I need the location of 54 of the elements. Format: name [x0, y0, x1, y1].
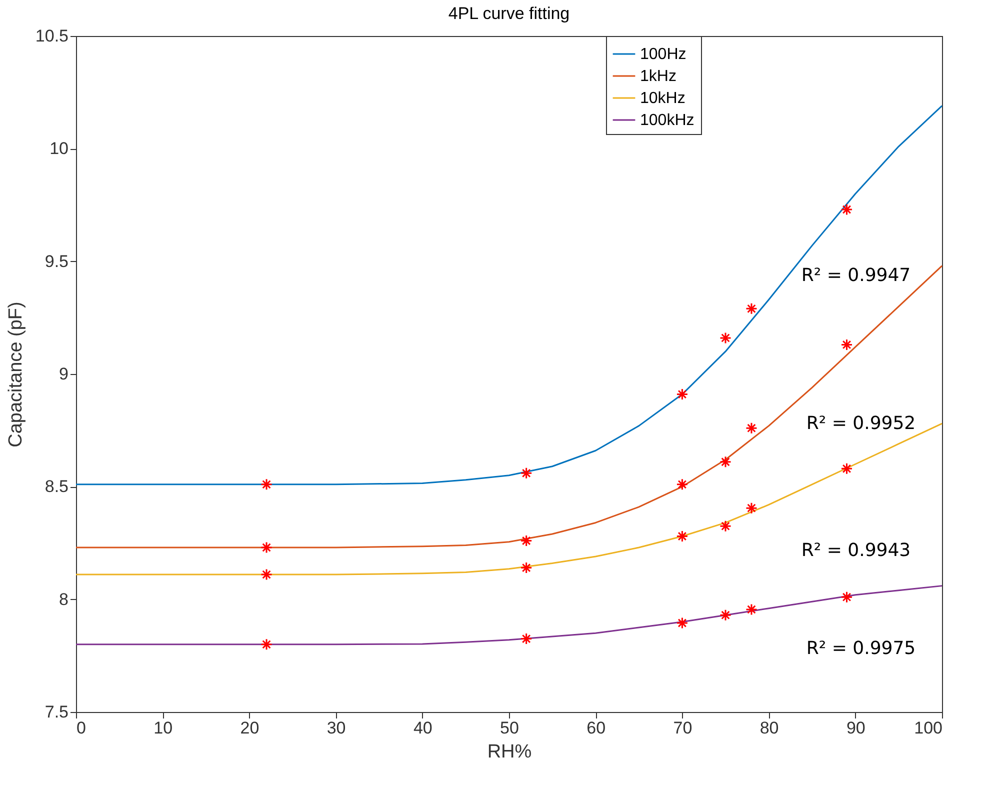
point [676, 388, 688, 400]
line-series [75, 105, 943, 486]
y-tick-label: 9.5 [44, 252, 68, 271]
point [260, 568, 273, 581]
legend-label: 10kHz [640, 90, 686, 107]
y-tick-label: 10 [50, 139, 68, 158]
point [745, 302, 758, 315]
point [260, 542, 273, 554]
x-tick-label: 80 [760, 718, 779, 738]
point [520, 534, 532, 547]
x-tick-label: 0 [76, 718, 86, 738]
annotation: R² = 0.9975 [806, 638, 916, 659]
y-tick-label: 9 [59, 364, 68, 384]
legend-label: 100kHz [640, 112, 694, 129]
point [745, 422, 758, 434]
y-tick-label: 7.5 [44, 702, 68, 722]
point [840, 462, 853, 475]
point [720, 456, 732, 468]
point [520, 467, 532, 480]
legend-label: 100Hz [640, 46, 686, 63]
point [260, 478, 273, 490]
x-axis-title: RH% [487, 742, 532, 762]
x-tick-label: 50 [500, 718, 519, 738]
x-tick-label: 60 [586, 718, 606, 738]
point [520, 632, 532, 645]
legend-label: 1kHz [640, 68, 676, 85]
point [676, 530, 688, 542]
y-tick-label: 8.5 [44, 477, 68, 496]
point [840, 591, 853, 604]
point [720, 332, 732, 344]
point [840, 338, 853, 351]
x-tick-label: 30 [326, 718, 346, 738]
chart-title: 4PL curve fitting [448, 4, 570, 23]
point [676, 617, 688, 629]
point [676, 478, 688, 490]
point [745, 502, 758, 514]
x-tick-label: 100 [914, 718, 942, 738]
point [840, 204, 853, 216]
x-tick-label: 40 [413, 718, 432, 738]
x-tick-label: 70 [673, 718, 692, 738]
point [260, 638, 273, 650]
annotation: R² = 0.9943 [801, 540, 911, 561]
y-tick-label: 8 [59, 590, 68, 609]
y-tick-label: 10.5 [35, 26, 68, 46]
point [745, 603, 758, 616]
annotation: R² = 0.9952 [806, 413, 916, 434]
x-tick-label: 20 [240, 718, 260, 738]
x-tick-label: 10 [154, 718, 173, 738]
x-tick-label: 90 [846, 718, 866, 738]
point [720, 520, 732, 532]
y-axis-title: Capacitance (pF) [5, 302, 26, 448]
point [720, 609, 732, 622]
annotation: R² = 0.9947 [801, 265, 911, 286]
point [520, 562, 532, 574]
